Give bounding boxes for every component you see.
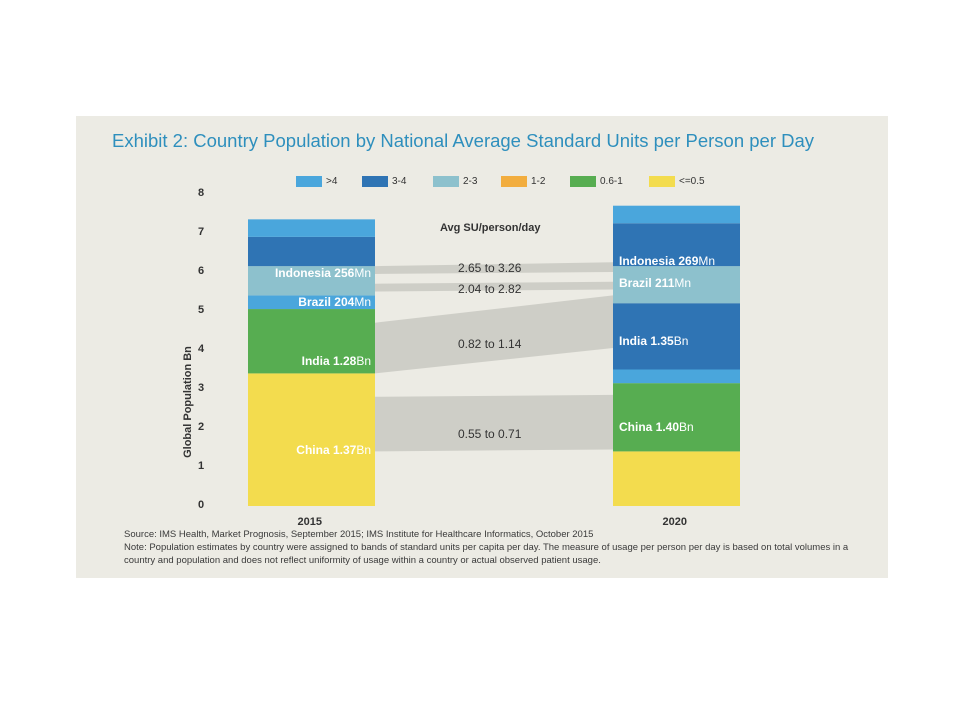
country-label: China 1.37Bn bbox=[296, 443, 371, 458]
y-tick-label: 0 bbox=[198, 499, 205, 511]
bar-segment-2015-3 bbox=[248, 266, 375, 296]
avg-su-label: Avg SU/person/day bbox=[440, 222, 541, 234]
y-tick-label: 5 bbox=[198, 304, 205, 316]
exhibit-panel: Exhibit 2: Country Population by Nationa… bbox=[76, 116, 888, 578]
legend-item: 3-4 bbox=[362, 176, 406, 187]
legend-swatch bbox=[501, 176, 527, 187]
source-note: Source: IMS Health, Market Prognosis, Se… bbox=[124, 529, 594, 540]
y-tick-label: 7 bbox=[198, 226, 205, 238]
country-label: Brazil 204Mn bbox=[298, 295, 371, 310]
range-label: 2.65 to 3.26 bbox=[458, 261, 522, 275]
country-label: Brazil 211Mn bbox=[619, 275, 692, 290]
bar-segment-2015-2 bbox=[248, 295, 375, 310]
legend-label: >4 bbox=[326, 176, 338, 187]
legend-item: 2-3 bbox=[433, 176, 477, 187]
bar-segment-2015-4 bbox=[248, 236, 375, 267]
exhibit-title: Exhibit 2: Country Population by Nationa… bbox=[112, 130, 815, 151]
y-axis-label: Global Population Bn bbox=[182, 346, 194, 458]
bar-segment-2020-0 bbox=[613, 451, 740, 506]
y-tick-label: 2 bbox=[198, 421, 205, 433]
legend-label: 1-2 bbox=[531, 176, 546, 187]
y-tick-label: 1 bbox=[198, 460, 205, 472]
stacked-bar-chart bbox=[248, 205, 740, 506]
bar-segment-2015-5 bbox=[248, 219, 375, 237]
legend-item: 1-2 bbox=[501, 176, 545, 187]
bar-segment-2020-5 bbox=[613, 223, 740, 267]
legend-item: 0.6-1 bbox=[570, 176, 623, 187]
legend-swatch bbox=[570, 176, 596, 187]
x-tick-label: 2015 bbox=[297, 516, 322, 528]
flow-band-1 bbox=[375, 281, 613, 292]
range-label: 0.55 to 0.71 bbox=[458, 427, 522, 441]
legend-label: <=0.5 bbox=[679, 176, 705, 187]
legend-swatch bbox=[649, 176, 675, 187]
country-label: China 1.40Bn bbox=[619, 420, 694, 434]
range-label: 2.04 to 2.82 bbox=[458, 282, 522, 296]
legend-label: 3-4 bbox=[392, 176, 407, 187]
country-label: India 1.28Bn bbox=[301, 353, 371, 368]
legend-item: >4 bbox=[296, 176, 337, 187]
country-label: India 1.35Bn bbox=[619, 334, 689, 349]
y-tick-label: 4 bbox=[198, 343, 205, 355]
y-tick-label: 8 bbox=[198, 187, 205, 199]
y-tick-label: 6 bbox=[198, 265, 205, 277]
bar-segment-2020-1 bbox=[613, 383, 740, 452]
bar-segment-2020-4 bbox=[613, 266, 740, 304]
flow-band-2 bbox=[375, 295, 613, 374]
flow-band-3 bbox=[375, 394, 613, 452]
bar-segment-2020-6 bbox=[613, 205, 740, 224]
legend-label: 2-3 bbox=[463, 176, 478, 187]
range-label: 0.82 to 1.14 bbox=[458, 337, 522, 351]
legend-item: <=0.5 bbox=[649, 176, 705, 187]
legend-swatch bbox=[296, 176, 322, 187]
note-line-2: country and population and does not refl… bbox=[124, 555, 601, 566]
legend-swatch bbox=[362, 176, 388, 187]
y-tick-label: 3 bbox=[198, 382, 205, 394]
legend-swatch bbox=[433, 176, 459, 187]
bar-segment-2015-0 bbox=[248, 373, 375, 506]
country-label: Indonesia 269Mn bbox=[619, 254, 716, 269]
bar-segment-2015-1 bbox=[248, 309, 375, 374]
country-label: Indonesia 256Mn bbox=[274, 265, 371, 280]
x-tick-label: 2020 bbox=[662, 516, 687, 528]
legend-label: 0.6-1 bbox=[600, 176, 623, 187]
note-line-1: Note: Population estimates by country we… bbox=[124, 542, 849, 553]
bar-segment-2020-2 bbox=[613, 369, 740, 384]
bar-segment-2020-3 bbox=[613, 303, 740, 370]
